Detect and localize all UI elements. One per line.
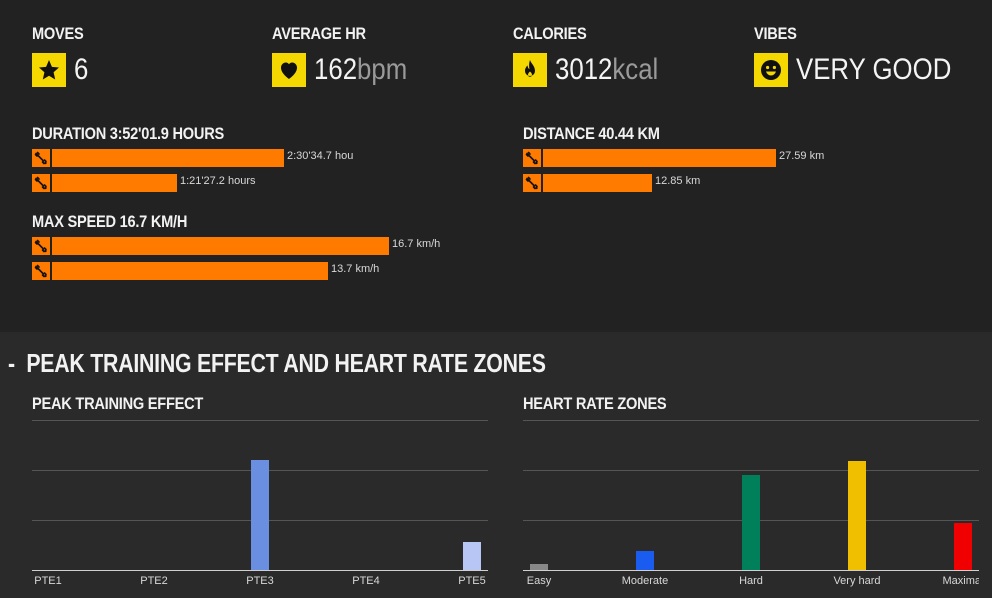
- metric-bar: 12.85 km: [523, 174, 963, 192]
- skate-icon: [523, 174, 541, 192]
- tick-label: Easy: [527, 575, 552, 587]
- metric-title: MAX SPEED 16.7 KM/H: [32, 212, 188, 231]
- bar-fill: [543, 174, 652, 192]
- section-title[interactable]: - PEAK TRAINING EFFECT AND HEART RATE ZON…: [8, 348, 546, 379]
- stat-label: AVERAGE HR: [272, 24, 366, 43]
- stat-label: VIBES: [754, 24, 797, 43]
- bar-pte3: [251, 460, 269, 570]
- bar-value-label: 2:30'34.7 hou: [287, 150, 354, 162]
- tick-label: Very hard: [833, 575, 880, 587]
- stat-unit: bpm: [357, 53, 408, 86]
- hr-zones-chart: Easy Moderate Hard Very hard Maximal: [523, 420, 979, 587]
- pte-chart-title: PEAK TRAINING EFFECT: [32, 394, 204, 413]
- tick-label: PTE3: [246, 575, 274, 587]
- metric-bar: 2:30'34.7 hou: [32, 149, 492, 167]
- flame-icon: [513, 53, 547, 87]
- stat-value: 162: [314, 53, 358, 86]
- bar-value-label: 13.7 km/h: [331, 263, 380, 275]
- tick-label: Maximal: [943, 575, 979, 587]
- pte-chart: PTE1 PTE2 PTE3 PTE4 PTE5: [32, 420, 488, 587]
- bar-fill: [52, 262, 328, 280]
- metric-title: DURATION 3:52'01.9 HOURS: [32, 124, 224, 143]
- bar-value-label: 12.85 km: [655, 175, 701, 187]
- stat-value: VERY GOOD: [796, 53, 952, 86]
- skate-icon: [32, 149, 50, 167]
- stat-average-hr: AVERAGE HR 162bpm: [272, 24, 422, 87]
- metric-bar: 16.7 km/h: [32, 237, 492, 255]
- stat-label: CALORIES: [513, 24, 587, 43]
- bar-fill: [52, 174, 177, 192]
- bar-moderate: [636, 551, 654, 570]
- metric-duration: DURATION 3:52'01.9 HOURS 2:30'34.7 hou 1…: [32, 124, 492, 192]
- skate-icon: [32, 237, 50, 255]
- summary-panel: MOVES 6 AVERAGE HR 162bpm CALORIES 3012k…: [32, 24, 977, 280]
- metric-bar: 13.7 km/h: [32, 262, 492, 280]
- tick-label: Moderate: [622, 575, 668, 587]
- bar-maximal: [954, 523, 972, 570]
- heart-icon: [272, 53, 306, 87]
- bar-fill: [52, 237, 389, 255]
- tick-label: PTE2: [140, 575, 168, 587]
- bar-very-hard: [848, 461, 866, 570]
- stat-calories: CALORIES 3012kcal: [513, 24, 675, 87]
- section-title-text: PEAK TRAINING EFFECT AND HEART RATE ZONE…: [26, 348, 546, 378]
- star-icon: [32, 53, 66, 87]
- skate-icon: [32, 174, 50, 192]
- tick-label: PTE4: [352, 575, 380, 587]
- stat-unit: kcal: [612, 53, 659, 86]
- metric-max-speed: MAX SPEED 16.7 KM/H 16.7 km/h 13.7 km/h: [32, 212, 492, 280]
- metric-bar: 1:21'27.2 hours: [32, 174, 492, 192]
- tick-label: PTE5: [458, 575, 486, 587]
- bar-pte5: [463, 542, 481, 570]
- stat-vibes: VIBES VERY GOOD: [754, 24, 977, 87]
- skate-icon: [32, 262, 50, 280]
- metric-title: DISTANCE 40.44 KM: [523, 124, 660, 143]
- stat-moves: MOVES 6: [32, 24, 92, 87]
- bar-value-label: 27.59 km: [779, 150, 825, 162]
- training-effect-panel: - PEAK TRAINING EFFECT AND HEART RATE ZON…: [0, 332, 992, 598]
- collapse-toggle[interactable]: -: [8, 348, 15, 378]
- hr-zones-chart-title: HEART RATE ZONES: [523, 394, 667, 413]
- tick-label: PTE1: [34, 575, 62, 587]
- metric-bar: 27.59 km: [523, 149, 963, 167]
- stat-value: 6: [74, 53, 89, 86]
- bar-value-label: 16.7 km/h: [392, 238, 441, 250]
- bar-fill: [543, 149, 776, 167]
- smiley-icon: [754, 53, 788, 87]
- tick-label: Hard: [739, 575, 763, 587]
- bar-value-label: 1:21'27.2 hours: [180, 175, 256, 187]
- stat-label: MOVES: [32, 24, 84, 43]
- bar-fill: [52, 149, 284, 167]
- bar-hard: [742, 475, 760, 570]
- stat-value: 3012: [555, 53, 613, 86]
- bar-easy: [530, 564, 548, 570]
- metric-distance: DISTANCE 40.44 KM 27.59 km 12.85 km: [523, 124, 963, 192]
- skate-icon: [523, 149, 541, 167]
